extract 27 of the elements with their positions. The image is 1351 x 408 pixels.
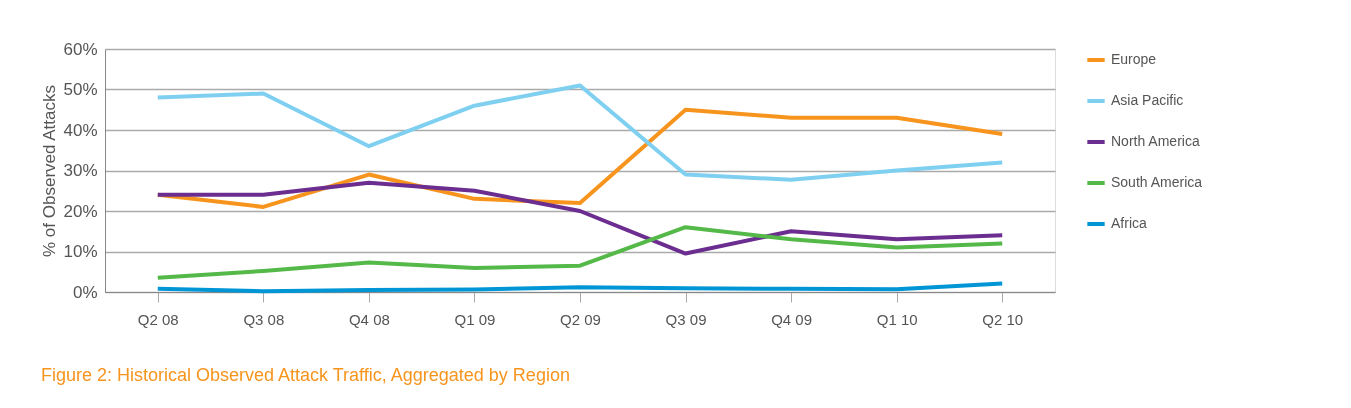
x-tick-label: Q4 09 <box>771 310 813 328</box>
x-tick-label: Q2 08 <box>137 310 179 328</box>
caption: Figure 2: Historical Observed Attack Traffic, Aggregated by Region <box>40 365 570 385</box>
x-tick-label: Q3 09 <box>665 310 707 328</box>
y-tick-label: 30% <box>63 161 98 180</box>
line-series <box>155 225 1005 280</box>
y-tick-label: 50% <box>63 80 98 99</box>
line-series <box>155 180 1005 256</box>
x-tick-label: Q2 09 <box>560 310 601 328</box>
legend-label: Europe <box>1111 51 1157 67</box>
y-axis-title: % of Observed Attacks <box>40 85 60 257</box>
legend-label: Africa <box>1111 215 1147 231</box>
y-tick-label: 0% <box>72 282 98 302</box>
y-tick-label: 20% <box>63 201 98 221</box>
legend-label: Asia Pacific <box>1111 92 1184 108</box>
x-tick-label: Q4 08 <box>348 310 390 328</box>
line-series <box>155 83 1005 182</box>
x-tick-label: Q1 09 <box>454 310 496 328</box>
x-tick-label: Q3 08 <box>243 310 285 328</box>
y-tick-label: 60% <box>63 39 98 59</box>
line-series <box>155 281 1005 294</box>
y-tick-label: 10% <box>63 242 98 261</box>
legend-label: North America <box>1111 133 1200 149</box>
x-tick-label: Q1 10 <box>876 310 918 328</box>
x-tick-label: Q2 10 <box>982 310 1024 328</box>
y-tick-label: 40% <box>63 120 98 140</box>
legend-label: South America <box>1111 174 1203 190</box>
